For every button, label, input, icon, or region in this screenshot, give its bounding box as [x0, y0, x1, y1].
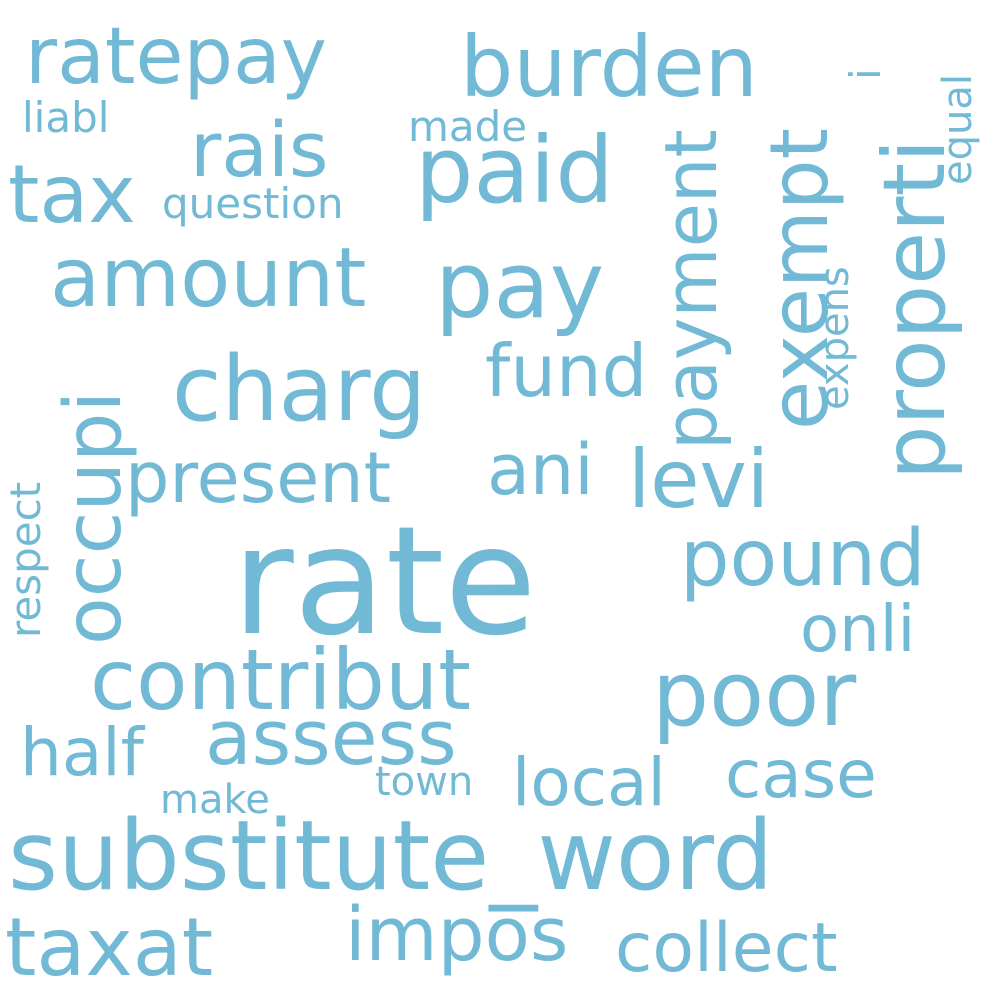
- word-properti: properti: [865, 138, 965, 480]
- word-liabl: liabl: [22, 93, 110, 142]
- word-make: make: [160, 777, 270, 823]
- word-i: i: [841, 68, 890, 80]
- word-burden: burden: [460, 18, 758, 116]
- word-town: town: [375, 759, 474, 805]
- word-half: half: [20, 714, 144, 791]
- word-levi: levi: [628, 433, 770, 526]
- word-fund: fund: [485, 329, 648, 413]
- word-rais: rais: [190, 105, 329, 194]
- word-ani: ani: [487, 429, 594, 511]
- word-onli: onli: [800, 593, 916, 667]
- word-case: case: [725, 736, 877, 813]
- word-local: local: [512, 744, 666, 821]
- word-taxat: taxat: [5, 901, 214, 994]
- word-assess: assess: [205, 693, 457, 782]
- word-made: made: [408, 102, 528, 151]
- word-expens: expens: [812, 266, 858, 410]
- word-pay: pay: [435, 232, 605, 339]
- word-present: present: [125, 437, 392, 519]
- word-charg: charg: [172, 337, 427, 442]
- word-pound: pound: [680, 514, 926, 604]
- word-substitute-word: substitute_word: [8, 800, 774, 912]
- word-occupi: occupi: [49, 390, 139, 645]
- word-ratepay: ratepay: [25, 12, 327, 102]
- word-payment: payment: [649, 129, 733, 450]
- word-contribut: contribut: [90, 631, 472, 729]
- word-poor: poor: [652, 642, 857, 747]
- word-equal: equal: [935, 74, 981, 185]
- word-impos: impos: [345, 892, 569, 978]
- word-rate: rate: [232, 495, 537, 669]
- word-respect: respect: [1, 481, 50, 638]
- word-paid: paid: [415, 117, 614, 224]
- word-amount: amount: [50, 231, 367, 326]
- word-tax: tax: [8, 148, 136, 241]
- word-collect: collect: [615, 909, 838, 988]
- word-question: question: [162, 179, 344, 228]
